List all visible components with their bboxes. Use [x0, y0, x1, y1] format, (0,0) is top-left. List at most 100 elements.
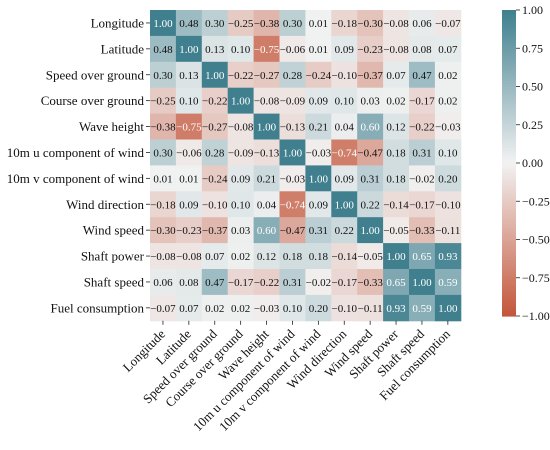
cell-value-label: 0.21 — [257, 173, 276, 185]
cell-value-label: 0.09 — [335, 173, 355, 185]
heatmap-cell — [201, 10, 229, 37]
heatmap-cell — [150, 35, 177, 63]
colorbar-segment — [502, 145, 516, 149]
cell-value-label: 0.28 — [283, 70, 303, 82]
colorbar-segment — [502, 127, 516, 131]
cell-value-label: 0.47 — [412, 70, 432, 82]
colorbar-segment — [502, 224, 516, 228]
cell-value-label: −0.08 — [176, 251, 202, 263]
colorbar-segment — [502, 43, 516, 47]
cell-value-label: 0.65 — [386, 277, 406, 289]
heatmap-cell — [305, 294, 332, 322]
heatmap-cell — [409, 35, 436, 63]
heatmap-cell — [357, 294, 384, 322]
heatmap-cell — [305, 87, 332, 115]
cell-value-label: 0.22 — [361, 199, 380, 211]
cell-value-label: −0.09 — [280, 96, 306, 108]
cell-value-label: −0.23 — [357, 44, 383, 56]
colorbar-segment — [502, 86, 516, 90]
cell-value-label: 1.00 — [386, 251, 406, 263]
colorbar-segment — [502, 112, 516, 116]
cell-value-label: −0.22 — [409, 122, 434, 134]
heatmap-cell — [434, 35, 462, 63]
colorbar-segment — [502, 99, 516, 103]
colorbar-segment — [502, 165, 516, 169]
cell-value-label: 0.02 — [438, 96, 457, 108]
heatmap-cell — [383, 217, 410, 244]
heatmap-cell — [201, 87, 229, 115]
cell-value-label: 1.00 — [438, 303, 458, 315]
heatmap-cell — [279, 269, 306, 296]
colorbar-segment — [502, 61, 516, 65]
cell-value-label: 0.31 — [412, 147, 431, 159]
colorbar-segment — [502, 48, 516, 52]
colorbar-segment — [502, 310, 516, 315]
cell-value-label: 1.00 — [361, 225, 381, 237]
cell-value-label: 0.20 — [309, 303, 329, 315]
heatmap-cell — [253, 139, 280, 166]
cell-value-label: −0.22 — [228, 70, 253, 82]
cell-value-label: 1.00 — [205, 70, 225, 82]
colorbar-segment — [502, 168, 516, 172]
cell-value-label: −0.22 — [202, 96, 227, 108]
heatmap-cell — [150, 243, 177, 270]
heatmap-cell — [175, 165, 203, 192]
colorbar-segment — [502, 262, 516, 266]
colorbar-segment — [502, 163, 516, 167]
colorbar-segment — [502, 216, 516, 220]
colorbar-segment — [502, 129, 516, 133]
cell-value-label: 0.20 — [438, 173, 458, 185]
heatmap-cell — [150, 139, 177, 166]
colorbar-segment — [502, 203, 516, 207]
heatmap-cell — [305, 61, 332, 89]
heatmap-cell — [253, 294, 280, 322]
colorbar-segment — [502, 247, 516, 251]
heatmap-cell — [201, 35, 229, 63]
cell-value-label: 0.08 — [412, 44, 432, 56]
cell-value-label: −0.13 — [254, 147, 280, 159]
colorbar-tick-label: −1.00 — [522, 309, 550, 323]
heatmap-cell — [305, 10, 332, 37]
cell-value-label: 0.10 — [231, 44, 251, 56]
cell-value-label: 0.31 — [309, 225, 328, 237]
cell-value-label: −0.09 — [228, 147, 254, 159]
heatmap-cell — [434, 165, 462, 192]
heatmap-cell — [434, 113, 462, 140]
row-tick-label: Speed over ground — [46, 67, 145, 82]
heatmap-cell — [150, 191, 177, 218]
cell-value-label: −0.03 — [306, 147, 332, 159]
colorbar-segment — [502, 193, 516, 197]
heatmap-cell — [357, 217, 384, 244]
heatmap-cell — [409, 243, 436, 270]
colorbar-tick-label: 0.25 — [522, 118, 543, 132]
cell-value-label: 0.10 — [283, 303, 303, 315]
cell-value-label: 0.01 — [153, 173, 172, 185]
colorbar-segment — [502, 122, 516, 126]
colorbar-segment — [502, 106, 516, 111]
cell-value-label: −0.07 — [150, 303, 176, 315]
heatmap-cell — [331, 35, 358, 63]
cell-value-label: 0.01 — [309, 18, 328, 30]
heatmap-cell — [357, 139, 384, 166]
heatmap-cell — [331, 113, 358, 140]
heatmap-cell — [253, 165, 280, 192]
heatmap-cell — [331, 139, 358, 166]
heatmap-cell — [383, 61, 410, 89]
colorbar-segment — [502, 160, 516, 164]
cell-value-label: 0.08 — [179, 277, 199, 289]
cell-value-label: 0.10 — [335, 96, 355, 108]
heatmap-cell — [279, 113, 306, 140]
colorbar-segment — [502, 96, 516, 100]
heatmap-cell — [357, 243, 384, 270]
row-tick-label: Latitude — [101, 41, 145, 56]
colorbar-segment — [502, 180, 516, 184]
cell-value-label: 0.30 — [283, 18, 303, 30]
cell-value-label: 0.07 — [205, 251, 225, 263]
cell-value-label: 0.30 — [153, 70, 173, 82]
heatmap-cell — [175, 294, 203, 322]
cell-value-label: 1.00 — [179, 44, 199, 56]
heatmap-cell — [305, 217, 332, 244]
cell-value-label: 0.02 — [438, 70, 457, 82]
cell-value-label: −0.37 — [357, 70, 383, 82]
colorbar-segment — [502, 305, 516, 309]
